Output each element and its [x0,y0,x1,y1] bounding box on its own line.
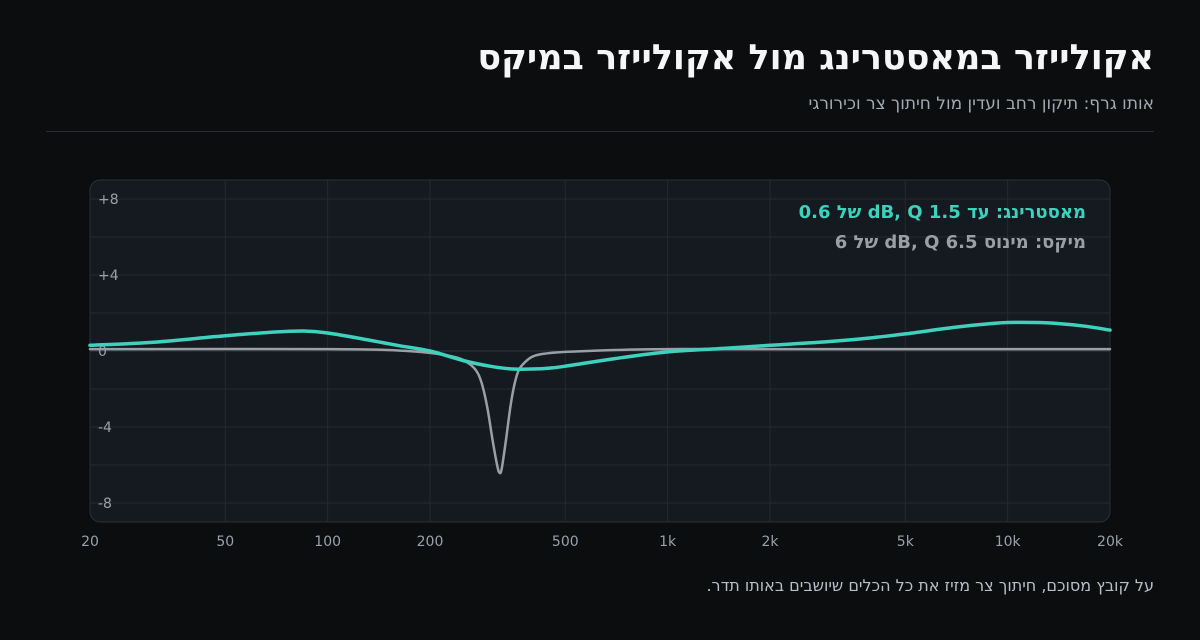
x-tick-label: 100 [314,534,341,550]
y-axis-ticks: +8 +4 0 -4 -8 [98,192,119,512]
y-tick-label: -4 [98,420,112,436]
x-axis-ticks: 20 50 100 200 500 1k 2k 5k 10k 20k [81,534,1124,550]
x-tick-label: 10k [995,534,1022,550]
legend: מאסטרינג: עד 1.5 dB, Q של 0.6 מיקס: מינוס… [799,202,1086,253]
header-divider [46,131,1154,132]
x-tick-label: 5k [897,534,915,550]
x-tick-label: 20k [1097,534,1124,550]
x-tick-label: 20 [81,534,99,550]
x-tick-label: 50 [216,534,234,550]
mastering-curve [88,320,1112,372]
x-tick-label: 1k [659,534,677,550]
y-tick-label: -8 [98,496,112,512]
legend-mix: מיקס: מינוס 6.5 dB, Q של 6 [835,232,1086,253]
series-lines [88,320,1112,475]
y-tick-label: 0 [98,344,107,360]
x-tick-label: 500 [552,534,579,550]
legend-mastering: מאסטרינג: עד 1.5 dB, Q של 0.6 [799,202,1086,223]
page-title: אקולייזר במאסטרינג מול אקולייזר במיקס [477,38,1154,78]
x-tick-label: 200 [417,534,444,550]
y-tick-label: +8 [98,192,119,208]
caption: על קובץ מסוכם, חיתוך צר מזיז את כל הכלים… [706,576,1154,595]
page-subtitle: אותו גרף: תיקון רחב ועדין מול חיתוך צר ו… [808,94,1154,114]
x-tick-label: 2k [761,534,779,550]
y-tick-label: +4 [98,268,119,284]
